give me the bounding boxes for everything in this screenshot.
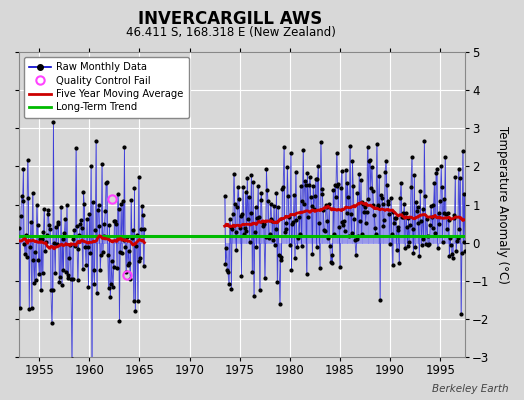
Legend: Raw Monthly Data, Quality Control Fail, Five Year Moving Average, Long-Term Tren: Raw Monthly Data, Quality Control Fail, …	[24, 57, 189, 118]
Text: 46.411 S, 168.318 E (New Zealand): 46.411 S, 168.318 E (New Zealand)	[126, 26, 335, 39]
Text: Berkeley Earth: Berkeley Earth	[432, 384, 508, 394]
Text: INVERCARGILL AWS: INVERCARGILL AWS	[138, 10, 323, 28]
Y-axis label: Temperature Anomaly (°C): Temperature Anomaly (°C)	[496, 126, 509, 284]
